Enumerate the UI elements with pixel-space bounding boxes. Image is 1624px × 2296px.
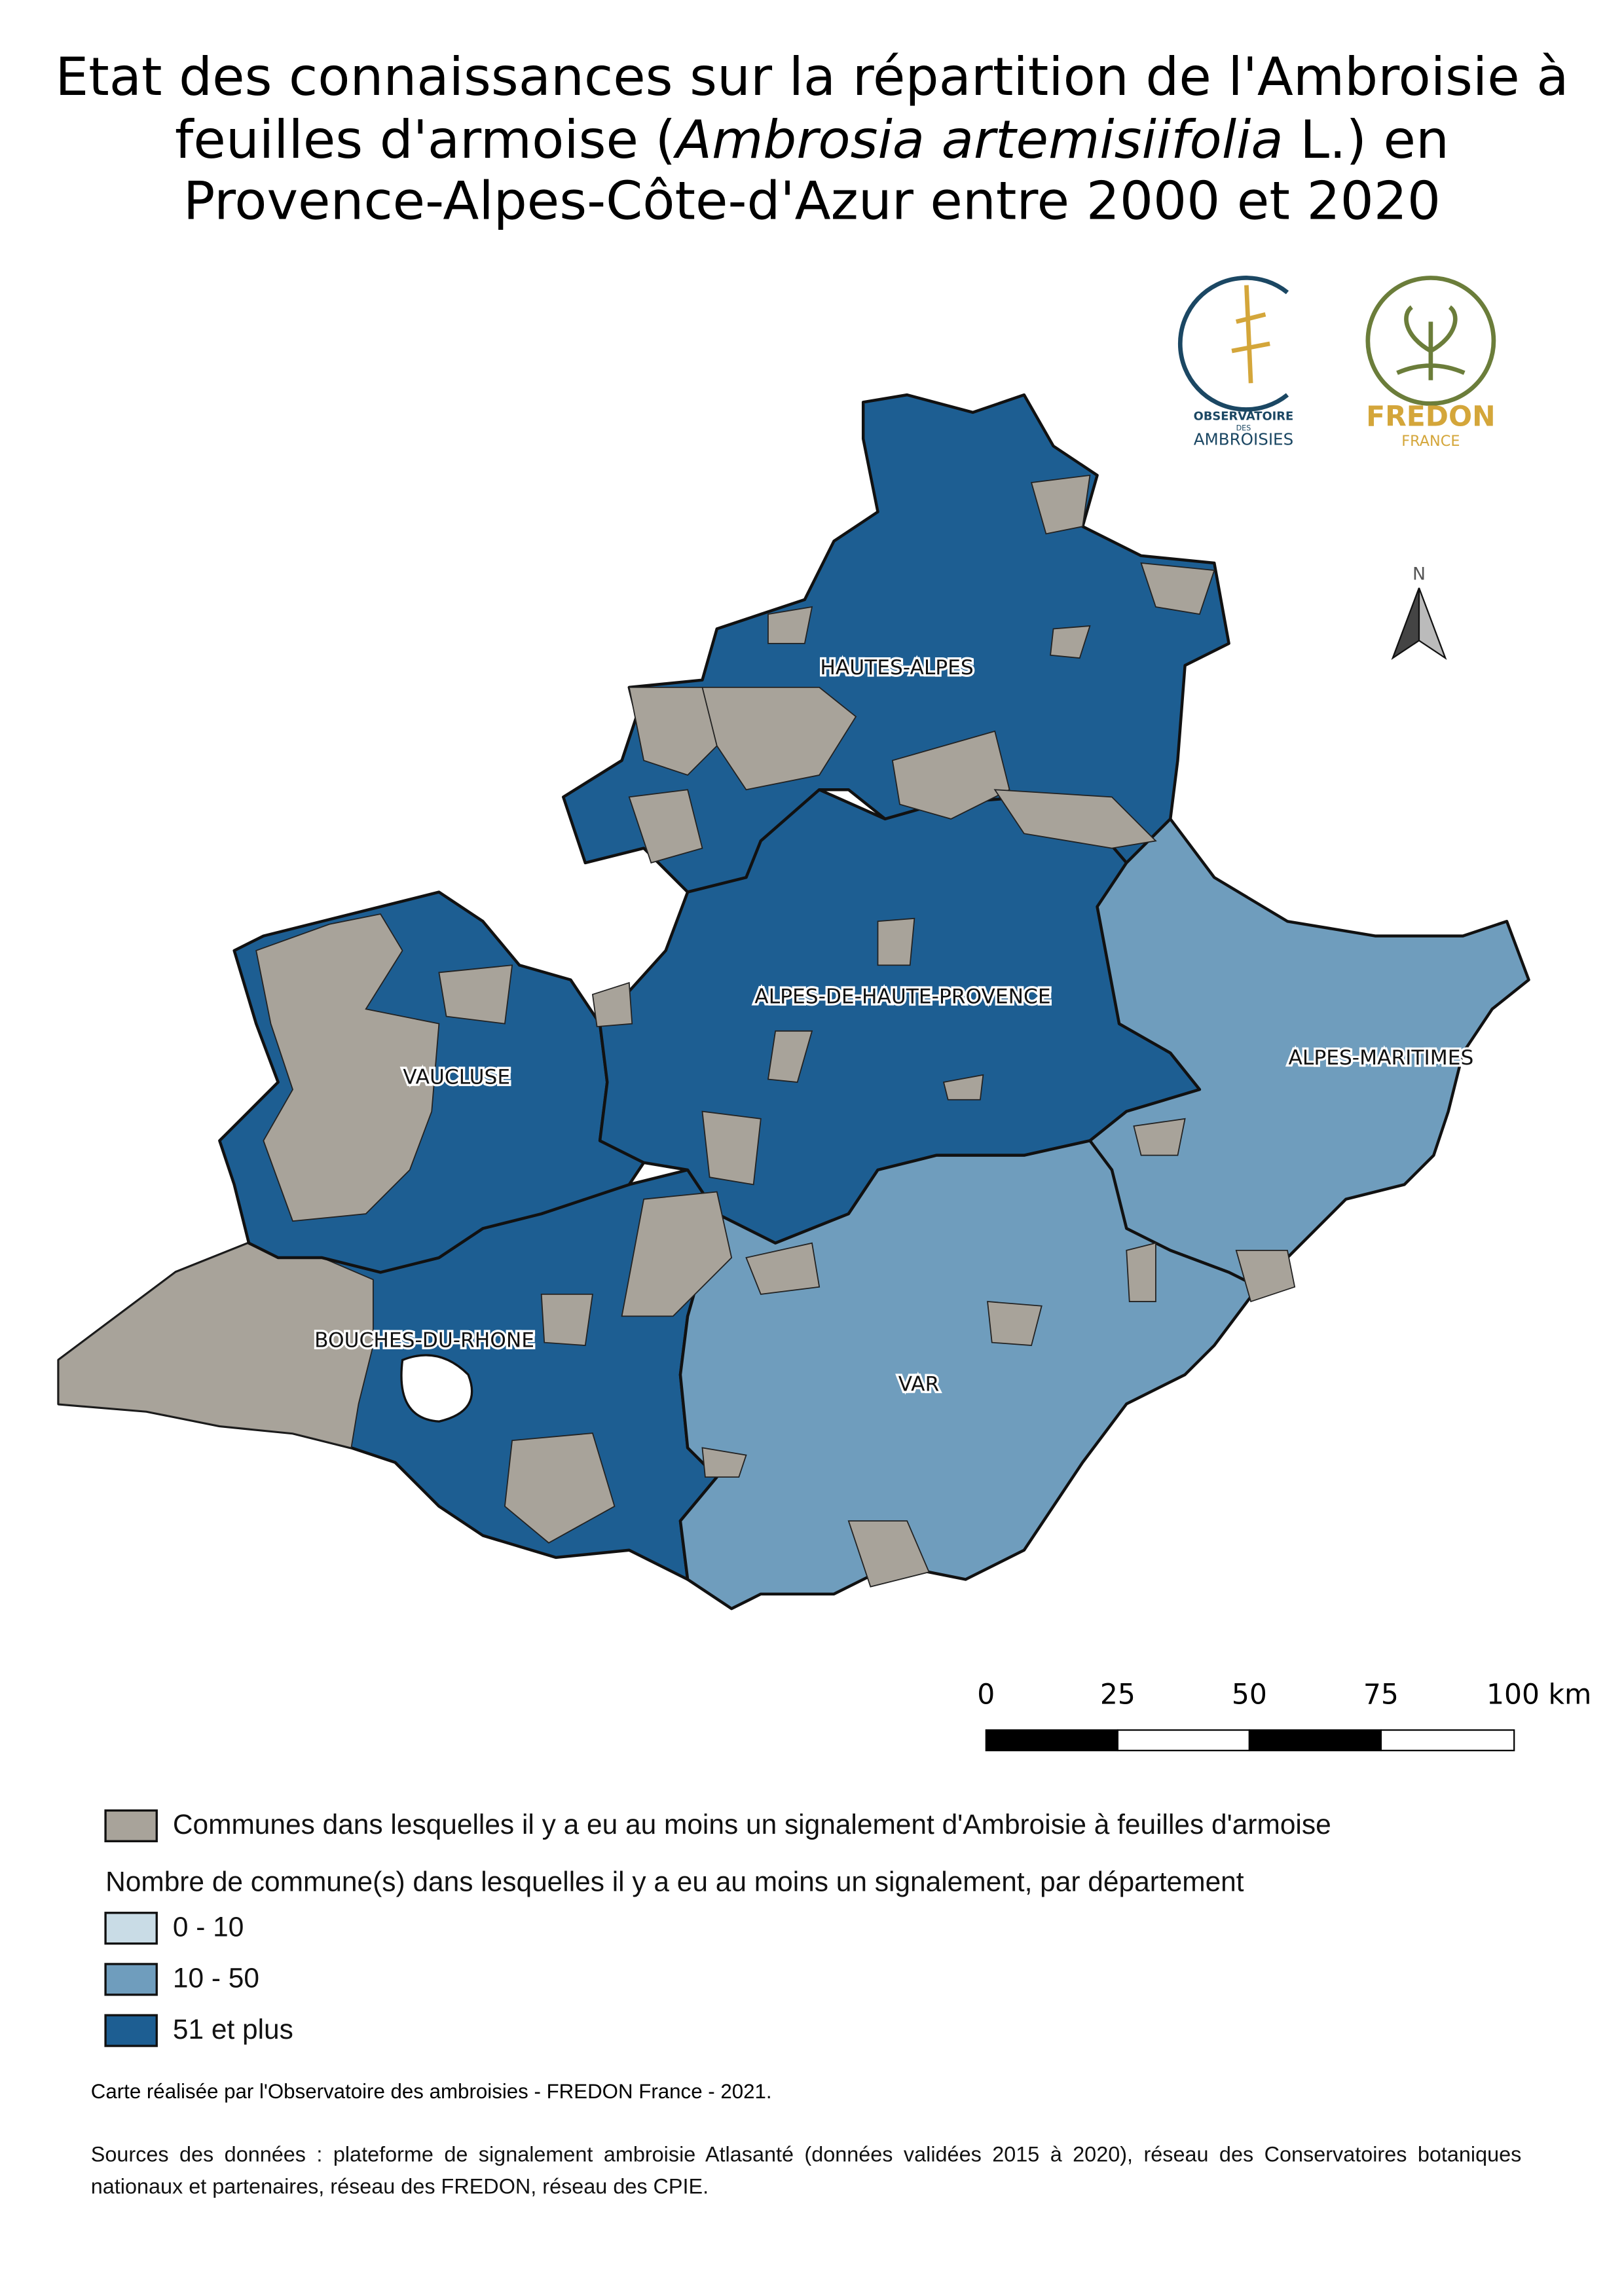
- title-line: feuilles d'armoise (Ambrosia artemisiifo…: [175, 109, 1449, 170]
- title-part: feuilles d'armoise (: [175, 109, 676, 170]
- department-label: BOUCHES-DU-RHONE: [314, 1328, 534, 1352]
- legend-label: Communes dans lesquelles il y a eu au mo…: [173, 1809, 1331, 1840]
- commune: [540, 1293, 593, 1347]
- scale-bar: 0 25 50 75 100 km: [977, 1679, 1591, 1751]
- legend-heading: Nombre de commune(s) dans lesquelles il …: [105, 1866, 1244, 1897]
- title-line: Provence-Alpes-Côte-d'Azur entre 2000 et…: [183, 170, 1441, 232]
- sources: Sources des données : plateforme de sign…: [90, 2143, 1522, 2200]
- commune: [1133, 1118, 1186, 1156]
- commune: [591, 981, 633, 1028]
- commune: [891, 730, 1010, 820]
- legend-label: 10 - 50: [173, 1963, 259, 1994]
- arrow-half: [1391, 587, 1420, 661]
- commune: [504, 1432, 616, 1544]
- logo-observatoire: OBSERVATOIRE DES AMBROISIES: [1178, 276, 1294, 448]
- scale-label: 100 km: [1486, 1679, 1591, 1711]
- logo-ring: [1365, 276, 1496, 406]
- north-label: N: [1412, 564, 1426, 584]
- commune: [628, 789, 703, 864]
- legend-label: 0 - 10: [173, 1912, 244, 1942]
- commune: [1140, 562, 1215, 615]
- scale-segment: [985, 1729, 1118, 1751]
- commune: [628, 686, 733, 776]
- arrow-half: [1418, 587, 1447, 661]
- commune: [987, 1301, 1043, 1347]
- etang-de-berre: [400, 1354, 473, 1423]
- map: HAUTES-ALPES ALPES-DE-HAUTE-PROVENCE VAU…: [57, 393, 1530, 1611]
- scale-label: 0: [977, 1679, 995, 1711]
- department-label: VAR: [898, 1372, 940, 1396]
- logo-text: FRANCE: [1401, 433, 1460, 450]
- north-arrow: N: [1391, 564, 1447, 661]
- commune: [1235, 1249, 1296, 1303]
- scale-label: 50: [1232, 1679, 1267, 1711]
- logo-text: DES: [1236, 424, 1251, 432]
- commune: [621, 1191, 733, 1317]
- communes: [438, 474, 1296, 1588]
- commune: [1030, 474, 1091, 535]
- commune: [701, 1447, 747, 1478]
- sources-box: Sources des données : plateforme de sign…: [90, 2143, 1522, 2200]
- title-line: Etat des connaissances sur la répartitio…: [55, 46, 1568, 107]
- scale-segment: [1380, 1729, 1515, 1751]
- title-italic: Ambrosia artemisiifolia: [673, 109, 1283, 170]
- logo-plant: [1231, 285, 1270, 384]
- scale-segment: [1116, 1729, 1251, 1751]
- commune: [993, 789, 1157, 849]
- logo-text: OBSERVATOIRE: [1194, 410, 1294, 424]
- commune: [701, 686, 857, 791]
- commune: [1126, 1242, 1156, 1302]
- logo-text: AMBROISIES: [1194, 429, 1293, 448]
- commune: [767, 606, 813, 644]
- department-shape: [678, 1139, 1260, 1611]
- commune: [877, 917, 915, 966]
- logo-text: FREDON: [1366, 401, 1495, 433]
- scale-label: 75: [1363, 1679, 1399, 1711]
- commune: [745, 1242, 821, 1295]
- legend-swatch: [104, 1809, 158, 1842]
- department-label: ALPES-MARITIMES: [1289, 1046, 1474, 1070]
- commune-group: [58, 1242, 374, 1449]
- legend-swatch: [104, 1912, 158, 1945]
- commune-group: [255, 913, 440, 1222]
- logo-arc: [1178, 276, 1289, 412]
- commune: [942, 1074, 984, 1101]
- department-shape: [1088, 817, 1530, 1288]
- commune: [1050, 625, 1091, 659]
- logo-plant: [1396, 305, 1466, 380]
- logo-fredon: FREDON FRANCE: [1365, 276, 1496, 450]
- scale-label: 25: [1100, 1679, 1135, 1711]
- legend-label: 51 et plus: [173, 2014, 293, 2045]
- commune: [847, 1520, 930, 1588]
- scale-segment: [1248, 1729, 1382, 1751]
- legend: Communes dans lesquelles il y a eu au mo…: [104, 1809, 1331, 2047]
- legend-swatch: [104, 1963, 158, 1996]
- commune: [701, 1110, 762, 1186]
- credit: Carte réalisée par l'Observatoire des am…: [91, 2080, 772, 2103]
- department-label: HAUTES-ALPES: [820, 656, 973, 680]
- department-label: VAUCLUSE: [403, 1065, 510, 1089]
- department-label: ALPES-DE-HAUTE-PROVENCE: [754, 985, 1050, 1008]
- commune: [767, 1030, 813, 1083]
- legend-swatch: [104, 2014, 158, 2047]
- commune: [438, 964, 513, 1025]
- title-part: L.) en: [1283, 109, 1449, 170]
